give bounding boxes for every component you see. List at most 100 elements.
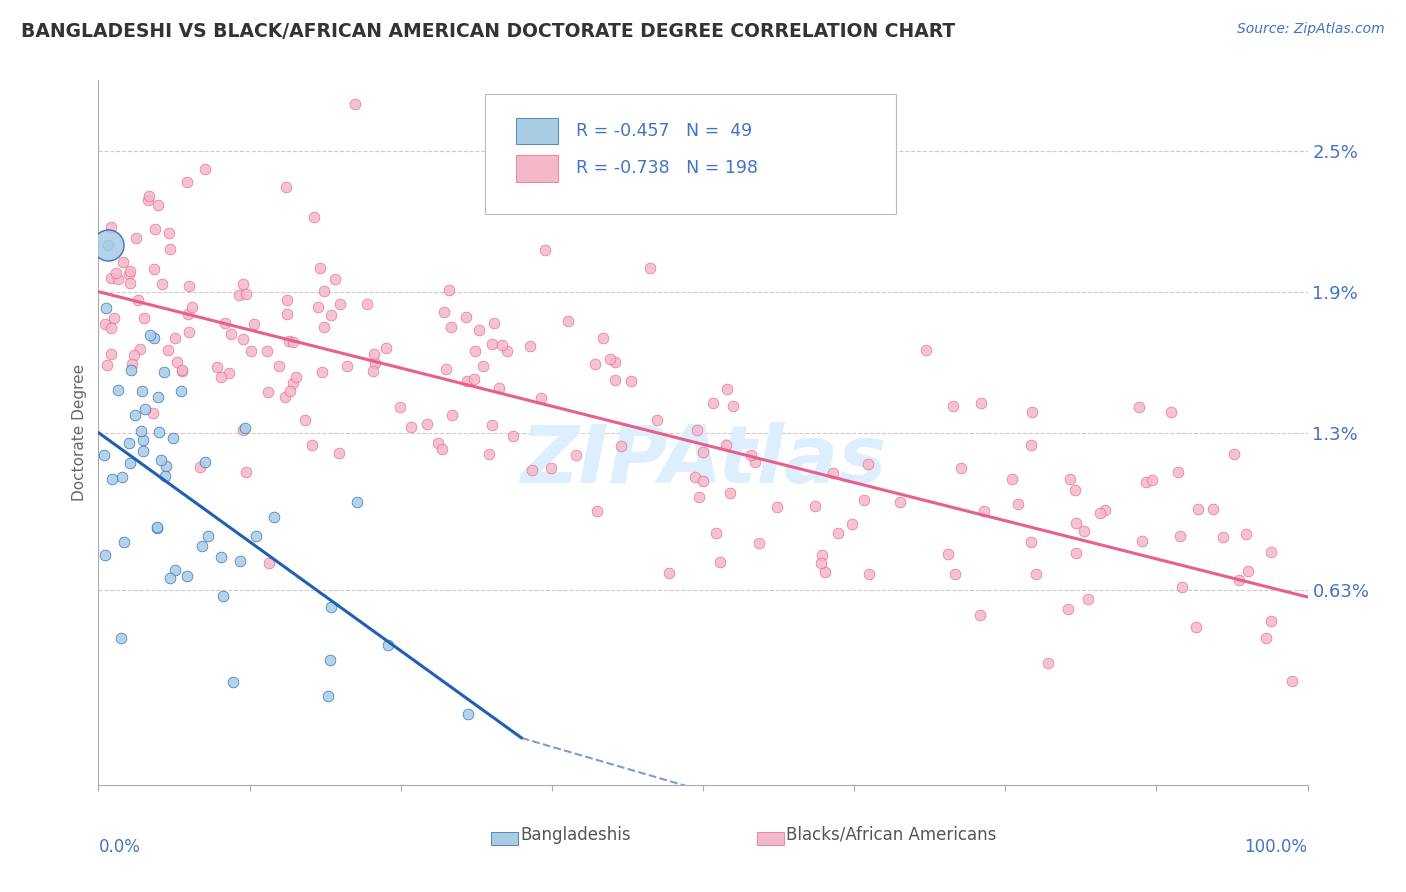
Point (157, 226, 180, 240)
Point (312, 285, 335, 299)
Point (1135, 475, 1157, 489)
Point (692, 475, 714, 489)
Point (221, 327, 243, 342)
Point (172, 363, 194, 377)
Point (148, 197, 170, 211)
Point (1036, 656, 1059, 670)
Point (110, 632, 132, 646)
Point (96, 358, 118, 372)
Point (1187, 502, 1209, 516)
Point (1234, 526, 1257, 541)
Point (124, 408, 146, 422)
Point (592, 330, 614, 344)
Point (1063, 483, 1085, 498)
Point (269, 359, 291, 373)
Point (319, 308, 342, 322)
Point (377, 638, 399, 652)
Text: 100.0%: 100.0% (1244, 838, 1308, 855)
Point (464, 344, 486, 359)
Text: R = -0.457   N =  49: R = -0.457 N = 49 (576, 122, 752, 140)
Point (1021, 405, 1043, 419)
Point (159, 570, 181, 584)
Point (120, 277, 142, 291)
Point (233, 420, 256, 434)
Point (1212, 530, 1234, 544)
Point (530, 391, 553, 405)
Text: Blacks/African Americans: Blacks/African Americans (786, 826, 997, 844)
Point (1170, 529, 1192, 543)
Point (374, 342, 396, 356)
Point (145, 521, 167, 535)
Text: BANGLADESHI VS BLACK/AFRICAN AMERICAN DOCTORATE DEGREE CORRELATION CHART: BANGLADESHI VS BLACK/AFRICAN AMERICAN DO… (21, 22, 955, 41)
Point (143, 331, 166, 345)
Point (692, 445, 714, 459)
Point (235, 465, 257, 479)
Point (810, 556, 832, 570)
Point (534, 244, 557, 258)
Point (456, 375, 478, 389)
Point (194, 455, 217, 469)
Point (150, 453, 173, 467)
Point (107, 272, 129, 286)
Text: R = -0.738   N = 198: R = -0.738 N = 198 (576, 160, 758, 178)
Point (316, 689, 339, 703)
Point (685, 470, 707, 484)
Point (440, 408, 463, 422)
Point (118, 267, 141, 281)
Point (481, 337, 503, 351)
Point (120, 263, 142, 277)
Point (232, 277, 254, 292)
Point (433, 305, 456, 319)
Point (304, 210, 326, 224)
Point (1202, 501, 1225, 516)
Point (132, 434, 155, 448)
Point (319, 653, 342, 667)
Point (97, 237, 120, 252)
Point (129, 424, 152, 438)
Point (177, 325, 200, 339)
Point (620, 375, 643, 389)
Point (540, 461, 562, 475)
Point (1260, 544, 1282, 558)
Point (239, 343, 262, 358)
Point (482, 316, 505, 330)
Point (97, 237, 120, 252)
Point (427, 435, 450, 450)
Point (638, 260, 661, 275)
Point (214, 316, 236, 330)
Point (100, 347, 122, 361)
Point (100, 270, 122, 285)
Point (1059, 472, 1081, 486)
Point (142, 406, 165, 420)
Point (744, 454, 766, 468)
Point (319, 600, 342, 615)
Point (488, 381, 510, 395)
Point (1001, 472, 1024, 486)
Bar (516, 118, 558, 145)
Point (1007, 497, 1029, 511)
Point (853, 493, 876, 508)
Point (111, 470, 134, 484)
Point (364, 356, 387, 370)
Point (122, 348, 145, 362)
Point (457, 707, 479, 722)
Point (281, 335, 304, 350)
Point (125, 231, 148, 245)
Point (356, 296, 378, 310)
Point (599, 352, 621, 367)
Point (803, 499, 825, 513)
Point (361, 364, 384, 378)
Point (1281, 673, 1303, 688)
Point (112, 535, 135, 549)
Point (93, 448, 115, 462)
Point (329, 297, 352, 311)
Point (856, 458, 879, 472)
Point (702, 395, 724, 409)
Point (169, 384, 191, 398)
Point (188, 459, 211, 474)
Point (112, 254, 135, 268)
Point (688, 490, 710, 504)
Point (721, 399, 744, 413)
Point (218, 367, 240, 381)
Point (256, 343, 278, 358)
